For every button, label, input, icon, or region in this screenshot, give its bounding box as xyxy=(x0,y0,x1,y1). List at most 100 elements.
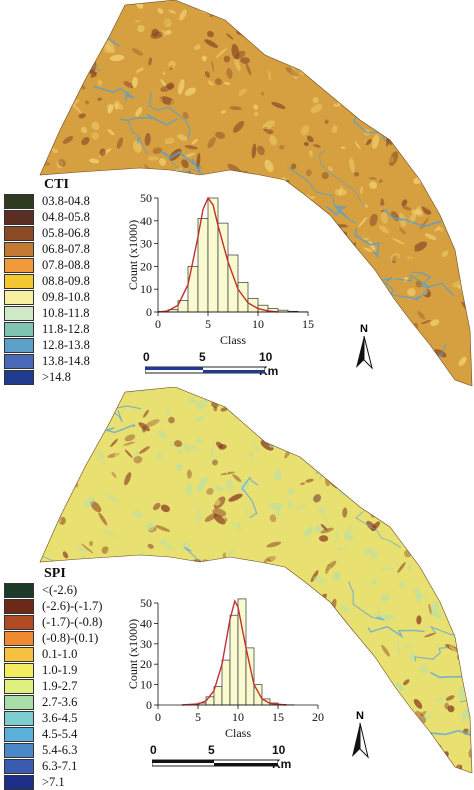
legend-item: 08.8-09.8 xyxy=(4,273,90,289)
scale-bar-graphic xyxy=(145,366,265,376)
legend-swatch xyxy=(4,679,34,694)
legend-swatch xyxy=(4,322,34,337)
legend-swatch xyxy=(4,194,34,209)
legend-swatch xyxy=(4,210,34,225)
scale-label-0: 0 xyxy=(150,743,157,757)
x-tick-label: 15 xyxy=(272,710,284,724)
legend-label: 05.8-06.8 xyxy=(42,226,90,241)
y-tick-label: 0 xyxy=(146,698,152,712)
y-axis-label: Count (x1000) xyxy=(128,220,140,290)
legend-item: (-0.8)-(0.1) xyxy=(4,630,102,646)
legend-label: 06.8-07.8 xyxy=(42,242,90,257)
legend-label: 12.8-13.8 xyxy=(42,338,90,353)
cti-scale-bar: 0 5 10 Km xyxy=(145,354,265,376)
legend-swatch xyxy=(4,759,34,774)
legend-label: >7.1 xyxy=(42,775,65,790)
x-tick-label: 20 xyxy=(312,710,324,724)
spi-legend: SPI <(-2.6)(-2.6)-(-1.7)(-1.7)-(-0.8)(-0… xyxy=(4,565,102,790)
legend-item: >14.8 xyxy=(4,369,90,385)
legend-swatch xyxy=(4,615,34,630)
legend-label: 10.8-11.8 xyxy=(42,306,89,321)
legend-swatch xyxy=(4,290,34,305)
x-axis-label: Class xyxy=(225,726,251,740)
y-tick-label: 0 xyxy=(146,305,152,319)
legend-label: 0.1-1.0 xyxy=(42,647,77,662)
legend-item: 1.9-2.7 xyxy=(4,678,102,694)
legend-swatch xyxy=(4,743,34,758)
legend-label: (-2.6)-(-1.7) xyxy=(42,599,102,614)
histogram-bar xyxy=(208,198,218,312)
legend-label: 4.5-5.4 xyxy=(42,727,77,742)
legend-item: 3.6-4.5 xyxy=(4,710,102,726)
north-arrow-icon: N xyxy=(354,322,374,370)
y-tick-label: 50 xyxy=(140,596,152,610)
legend-item: 03.8-04.8 xyxy=(4,193,90,209)
legend-swatch xyxy=(4,647,34,662)
y-tick-label: 20 xyxy=(140,259,152,273)
x-tick-label: 10 xyxy=(252,317,264,331)
histogram-bar xyxy=(214,687,222,705)
legend-item: 12.8-13.8 xyxy=(4,337,90,353)
legend-item: 11.8-12.8 xyxy=(4,321,90,337)
legend-swatch xyxy=(4,354,34,369)
legend-item: 5.4-6.3 xyxy=(4,742,102,758)
legend-label: >14.8 xyxy=(42,370,71,385)
y-tick-label: 40 xyxy=(140,616,152,630)
legend-item: >7.1 xyxy=(4,774,102,790)
legend-label: (-0.8)-(0.1) xyxy=(42,631,98,646)
scale-bar-graphic xyxy=(152,759,278,769)
legend-label: (-1.7)-(-0.8) xyxy=(42,615,102,630)
legend-item: 06.8-07.8 xyxy=(4,241,90,257)
spi-scale-bar: 0 5 10 Km xyxy=(152,747,278,769)
y-axis-label: Count (x1000) xyxy=(128,619,140,689)
legend-swatch xyxy=(4,226,34,241)
x-tick-label: 15 xyxy=(302,317,314,331)
legend-label: 13.8-14.8 xyxy=(42,354,90,369)
legend-item: (-1.7)-(-0.8) xyxy=(4,614,102,630)
legend-swatch xyxy=(4,242,34,257)
scale-label-5: 5 xyxy=(208,743,215,757)
legend-label: 3.6-4.5 xyxy=(42,711,77,726)
histogram-bar xyxy=(218,223,228,312)
legend-swatch xyxy=(4,775,34,790)
scale-label-5: 5 xyxy=(199,350,206,364)
x-axis-label: Class xyxy=(220,333,246,347)
legend-item: (-2.6)-(-1.7) xyxy=(4,598,102,614)
x-tick-label: 5 xyxy=(205,317,211,331)
x-tick-label: 0 xyxy=(155,710,161,724)
histogram-bar xyxy=(222,660,230,705)
spi-legend-title: SPI xyxy=(44,565,102,582)
legend-item: 04.8-05.8 xyxy=(4,209,90,225)
legend-item: <(-2.6) xyxy=(4,582,102,598)
legend-swatch xyxy=(4,583,34,598)
legend-item: 13.8-14.8 xyxy=(4,353,90,369)
legend-swatch xyxy=(4,631,34,646)
y-tick-label: 10 xyxy=(140,678,152,692)
legend-label: 6.3-7.1 xyxy=(42,759,77,774)
y-tick-label: 40 xyxy=(140,214,152,228)
y-tick-label: 10 xyxy=(140,282,152,296)
cti-legend-title: CTI xyxy=(44,176,90,193)
legend-label: 2.7-3.6 xyxy=(42,695,77,710)
x-tick-label: 0 xyxy=(155,317,161,331)
histogram-bar xyxy=(230,615,238,705)
x-tick-label: 10 xyxy=(232,710,244,724)
legend-item: 4.5-5.4 xyxy=(4,726,102,742)
legend-swatch xyxy=(4,695,34,710)
y-tick-label: 20 xyxy=(140,657,152,671)
scale-label-0: 0 xyxy=(143,350,150,364)
legend-label: 1.0-1.9 xyxy=(42,663,77,678)
legend-swatch xyxy=(4,306,34,321)
x-tick-label: 5 xyxy=(195,710,201,724)
legend-swatch xyxy=(4,711,34,726)
legend-label: 09.8-10.8 xyxy=(42,290,90,305)
histogram-bar xyxy=(206,697,214,705)
legend-item: 07.8-08.8 xyxy=(4,257,90,273)
legend-label: 08.8-09.8 xyxy=(42,274,90,289)
legend-label: 11.8-12.8 xyxy=(42,322,89,337)
legend-item: 0.1-1.0 xyxy=(4,646,102,662)
